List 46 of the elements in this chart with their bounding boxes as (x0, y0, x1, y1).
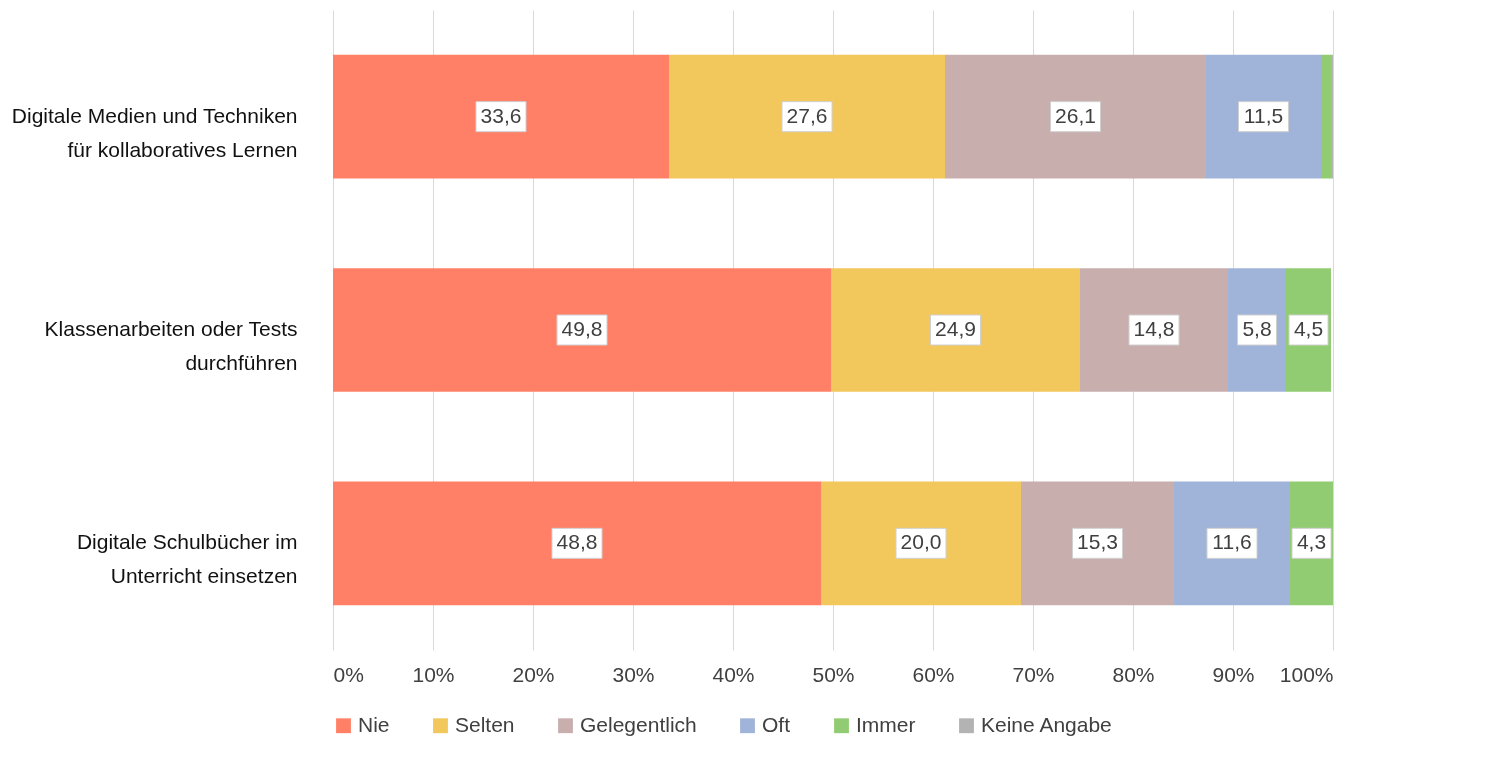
legend-label: Keine Angabe (981, 712, 1112, 736)
data-label: 15,3 (1077, 530, 1118, 554)
y-tick-label: Digitale Schulbücher im Unterricht einsetzen (76, 530, 298, 588)
data-label: 11,5 (1243, 103, 1284, 127)
data-label: 4,5 (1293, 317, 1324, 340)
bar (333, 268, 831, 392)
legend-label: Oft (762, 712, 791, 736)
y-tick-label: Klassenarbeiten oder Tests durchführen (44, 317, 298, 374)
bar (1080, 268, 1228, 392)
data-label: 49,8 (561, 317, 603, 340)
bar (821, 481, 1021, 606)
x-tick-label: 70% (1012, 662, 1055, 686)
bar (333, 54, 669, 179)
bar (945, 54, 1206, 179)
y-tick-label: Digitale Medien und Techniken für kollaboratives Lernen (11, 103, 298, 161)
x-tick-label: 0% (333, 662, 364, 686)
data-label: 14,8 (1133, 317, 1175, 340)
bar (1206, 54, 1321, 179)
data-label: 27,6 (786, 103, 828, 127)
data-label: 4,3 (1296, 530, 1327, 554)
bar (1021, 481, 1174, 606)
bar (1321, 54, 1331, 179)
data-label: 11,6 (1212, 530, 1252, 554)
x-tick-label: 20% (512, 662, 555, 686)
data-label: 33,6 (480, 103, 522, 127)
legend-label: Nie (358, 712, 390, 736)
bar (669, 54, 945, 179)
x-tick-label: 90% (1212, 662, 1255, 686)
data-label: 5,8 (1242, 317, 1272, 340)
legend-label: Gelegentlich (580, 712, 697, 736)
legend-label: Immer (856, 712, 916, 736)
x-tick-label: 80% (1112, 662, 1155, 686)
bar (831, 268, 1080, 392)
bar (1174, 481, 1290, 606)
legend-label: Selten (455, 712, 515, 736)
x-tick-label: 100% (1279, 662, 1334, 686)
data-label: 48,8 (556, 530, 598, 554)
x-tick-label: 60% (912, 662, 955, 686)
x-tick-label: 40% (712, 662, 755, 686)
x-tick-label: 50% (812, 662, 855, 686)
data-label: 26,1 (1055, 103, 1096, 127)
x-tick-label: 10% (412, 662, 455, 686)
x-tick-label: 30% (612, 662, 655, 686)
bar (333, 481, 821, 606)
data-label: 24,9 (935, 317, 976, 340)
data-label: 20,0 (900, 530, 942, 554)
